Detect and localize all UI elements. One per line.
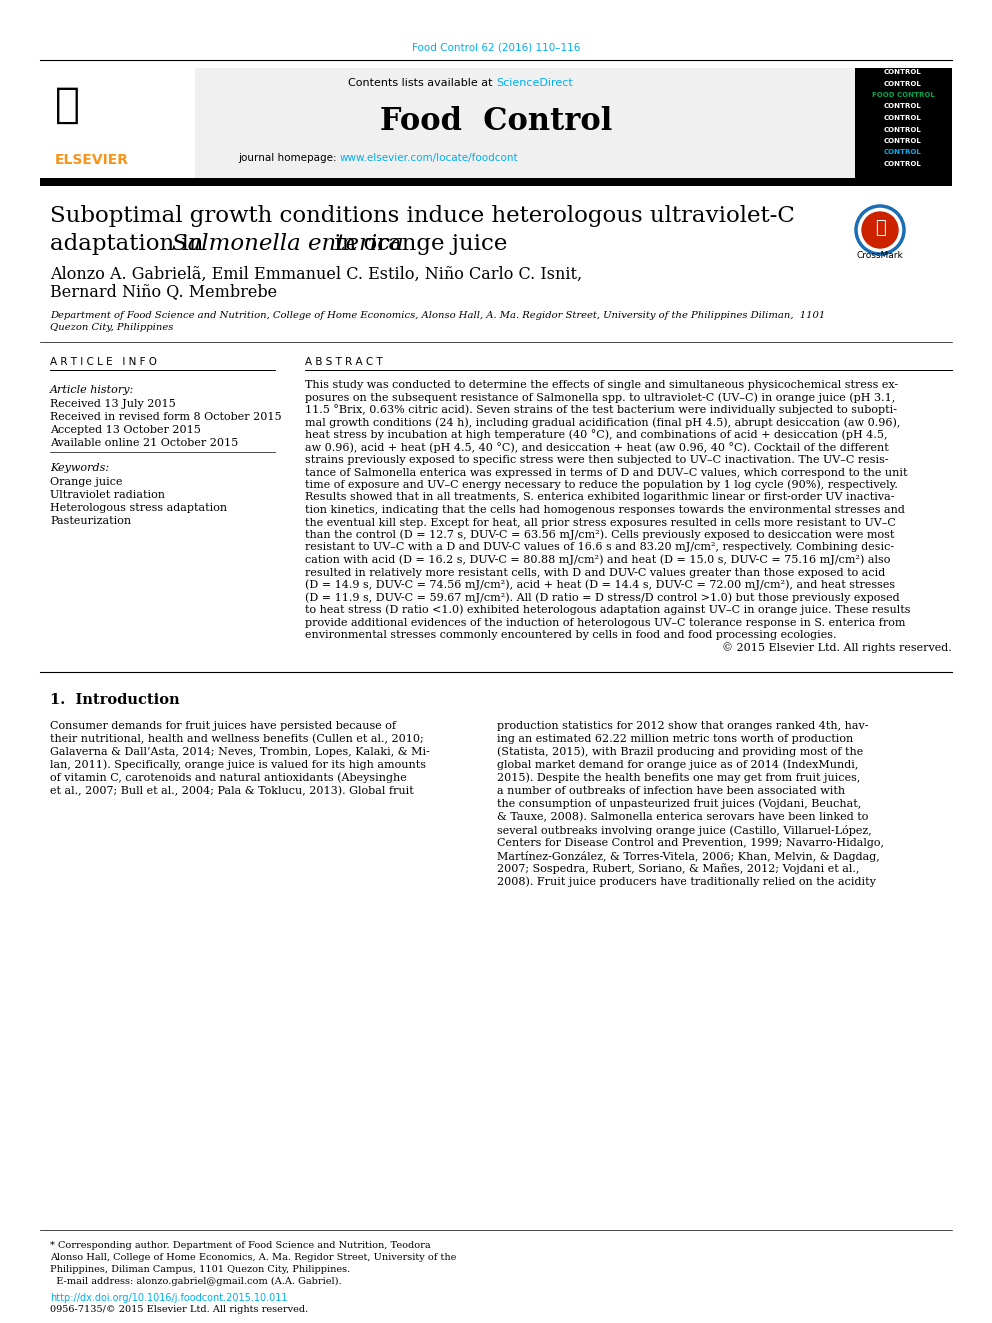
Text: 0956-7135/© 2015 Elsevier Ltd. All rights reserved.: 0956-7135/© 2015 Elsevier Ltd. All right… — [50, 1306, 309, 1315]
Text: provide additional evidences of the induction of heterologous UV–C tolerance res: provide additional evidences of the indu… — [305, 618, 906, 627]
Text: resulted in relatively more resistant cells, with D and DUV-C values greater tha: resulted in relatively more resistant ce… — [305, 568, 885, 578]
Text: Alonzo A. Gabrielã, Emil Emmanuel C. Estilo, Niño Carlo C. Isnit,: Alonzo A. Gabrielã, Emil Emmanuel C. Est… — [50, 266, 582, 283]
Text: Department of Food Science and Nutrition, College of Home Economics, Alonso Hall: Department of Food Science and Nutrition… — [50, 311, 825, 320]
Text: Galaverna & Dall’Asta, 2014; Neves, Trombin, Lopes, Kalaki, & Mi-: Galaverna & Dall’Asta, 2014; Neves, Trom… — [50, 747, 430, 757]
Text: environmental stresses commonly encountered by cells in food and food processing: environmental stresses commonly encounte… — [305, 630, 836, 640]
Text: http://dx.doi.org/10.1016/j.foodcont.2015.10.011: http://dx.doi.org/10.1016/j.foodcont.201… — [50, 1293, 288, 1303]
Text: Accepted 13 October 2015: Accepted 13 October 2015 — [50, 425, 200, 435]
Text: in orange juice: in orange juice — [327, 233, 507, 255]
Text: ✓: ✓ — [875, 220, 886, 237]
Text: Heterologous stress adaptation: Heterologous stress adaptation — [50, 503, 227, 513]
Text: * Corresponding author. Department of Food Science and Nutrition, Teodora: * Corresponding author. Department of Fo… — [50, 1241, 431, 1249]
Text: FOOD CONTROL: FOOD CONTROL — [872, 93, 934, 98]
Text: Pasteurization: Pasteurization — [50, 516, 131, 527]
Text: time of exposure and UV–C energy necessary to reduce the population by 1 log cyc: time of exposure and UV–C energy necessa… — [305, 480, 898, 491]
Text: © 2015 Elsevier Ltd. All rights reserved.: © 2015 Elsevier Ltd. All rights reserved… — [722, 642, 952, 652]
Text: adaptation in: adaptation in — [50, 233, 210, 255]
Text: journal homepage:: journal homepage: — [238, 153, 340, 163]
Text: tion kinetics, indicating that the cells had homogenous responses towards the en: tion kinetics, indicating that the cells… — [305, 505, 905, 515]
Text: resistant to UV–C with a D and DUV-C values of 16.6 s and 83.20 mJ/cm², respecti: resistant to UV–C with a D and DUV-C val… — [305, 542, 894, 553]
Text: Keywords:: Keywords: — [50, 463, 109, 474]
Text: the eventual kill step. Except for heat, all prior stress exposures resulted in : the eventual kill step. Except for heat,… — [305, 517, 896, 528]
Circle shape — [862, 212, 898, 247]
Text: Ultraviolet radiation: Ultraviolet radiation — [50, 490, 165, 500]
Text: Results showed that in all treatments, S. enterica exhibited logarithmic linear : Results showed that in all treatments, S… — [305, 492, 895, 503]
Text: (D = 11.9 s, DUV-C = 59.67 mJ/cm²). All (D ratio = D stress/D control >1.0) but : (D = 11.9 s, DUV-C = 59.67 mJ/cm²). All … — [305, 593, 900, 603]
Text: ScienceDirect: ScienceDirect — [496, 78, 572, 89]
Text: mal growth conditions (24 h), including gradual acidification (final pH 4.5), ab: mal growth conditions (24 h), including … — [305, 417, 901, 427]
Text: This study was conducted to determine the effects of single and simultaneous phy: This study was conducted to determine th… — [305, 380, 898, 390]
Text: the consumption of unpasteurized fruit juices (Vojdani, Beuchat,: the consumption of unpasteurized fruit j… — [497, 799, 861, 810]
Text: Contents lists available at: Contents lists available at — [348, 78, 496, 89]
Text: ELSEVIER: ELSEVIER — [55, 153, 129, 167]
FancyBboxPatch shape — [855, 67, 952, 179]
Text: tance of Salmonella enterica was expressed in terms of D and DUV–C values, which: tance of Salmonella enterica was express… — [305, 467, 908, 478]
Text: & Tauxe, 2008). Salmonella enterica serovars have been linked to: & Tauxe, 2008). Salmonella enterica sero… — [497, 812, 868, 822]
Text: (Statista, 2015), with Brazil producing and providing most of the: (Statista, 2015), with Brazil producing … — [497, 746, 863, 757]
Text: Received in revised form 8 October 2015: Received in revised form 8 October 2015 — [50, 411, 282, 422]
Text: Suboptimal growth conditions induce heterologous ultraviolet-C: Suboptimal growth conditions induce hete… — [50, 205, 795, 228]
Text: Salmonella enterica: Salmonella enterica — [172, 233, 404, 255]
Text: www.elsevier.com/locate/foodcont: www.elsevier.com/locate/foodcont — [340, 153, 519, 163]
Text: E-mail address: alonzo.gabriel@gmail.com (A.A. Gabriel).: E-mail address: alonzo.gabriel@gmail.com… — [50, 1277, 341, 1286]
Text: A R T I C L E   I N F O: A R T I C L E I N F O — [50, 357, 157, 366]
Text: Received 13 July 2015: Received 13 July 2015 — [50, 400, 176, 409]
Text: production statistics for 2012 show that oranges ranked 4th, hav-: production statistics for 2012 show that… — [497, 721, 869, 732]
Text: to heat stress (D ratio <1.0) exhibited heterologous adaptation against UV–C in : to heat stress (D ratio <1.0) exhibited … — [305, 605, 911, 615]
Text: CONTROL: CONTROL — [884, 69, 922, 75]
Text: Philippines, Diliman Campus, 1101 Quezon City, Philippines.: Philippines, Diliman Campus, 1101 Quezon… — [50, 1265, 350, 1274]
Text: ing an estimated 62.22 million metric tons worth of production: ing an estimated 62.22 million metric to… — [497, 734, 853, 744]
Text: global market demand for orange juice as of 2014 (IndexMundi,: global market demand for orange juice as… — [497, 759, 858, 770]
Text: Bernard Niño Q. Membrebe: Bernard Niño Q. Membrebe — [50, 283, 277, 300]
Text: CONTROL: CONTROL — [884, 115, 922, 120]
Text: A B S T R A C T: A B S T R A C T — [305, 357, 383, 366]
Text: CONTROL: CONTROL — [884, 127, 922, 132]
Text: CONTROL: CONTROL — [884, 81, 922, 86]
Text: 11.5 °Brix, 0.63% citric acid). Seven strains of the test bacterium were individ: 11.5 °Brix, 0.63% citric acid). Seven st… — [305, 405, 897, 415]
Text: CONTROL: CONTROL — [884, 161, 922, 167]
Text: CONTROL: CONTROL — [884, 149, 922, 156]
Text: lan, 2011). Specifically, orange juice is valued for its high amounts: lan, 2011). Specifically, orange juice i… — [50, 759, 426, 770]
Text: than the control (D = 12.7 s, DUV-C = 63.56 mJ/cm²). Cells previously exposed to: than the control (D = 12.7 s, DUV-C = 63… — [305, 529, 895, 540]
Text: 2015). Despite the health benefits one may get from fruit juices,: 2015). Despite the health benefits one m… — [497, 773, 860, 783]
Text: Food Control 62 (2016) 110–116: Food Control 62 (2016) 110–116 — [412, 44, 580, 53]
Text: Quezon City, Philippines: Quezon City, Philippines — [50, 324, 174, 332]
Text: CrossMark: CrossMark — [857, 251, 904, 261]
Text: Food  Control: Food Control — [380, 106, 612, 138]
Text: strains previously exposed to specific stress were then subjected to UV–C inacti: strains previously exposed to specific s… — [305, 455, 889, 464]
Text: (D = 14.9 s, DUV-C = 74.56 mJ/cm²), acid + heat (D = 14.4 s, DUV-C = 72.00 mJ/cm: (D = 14.9 s, DUV-C = 74.56 mJ/cm²), acid… — [305, 579, 895, 590]
Text: Centers for Disease Control and Prevention, 1999; Navarro-Hidalgo,: Centers for Disease Control and Preventi… — [497, 837, 884, 848]
Text: CONTROL: CONTROL — [884, 103, 922, 110]
Text: 2007; Sospedra, Rubert, Soriano, & Mañes, 2012; Vojdani et al.,: 2007; Sospedra, Rubert, Soriano, & Mañes… — [497, 864, 859, 875]
Text: cation with acid (D = 16.2 s, DUV-C = 80.88 mJ/cm²) and heat (D = 15.0 s, DUV-C : cation with acid (D = 16.2 s, DUV-C = 80… — [305, 554, 891, 565]
Text: aw 0.96), acid + heat (pH 4.5, 40 °C), and desiccation + heat (aw 0.96, 40 °C). : aw 0.96), acid + heat (pH 4.5, 40 °C), a… — [305, 442, 889, 452]
Text: of vitamin C, carotenoids and natural antioxidants (Abeysinghe: of vitamin C, carotenoids and natural an… — [50, 773, 407, 783]
FancyBboxPatch shape — [195, 67, 855, 179]
FancyBboxPatch shape — [40, 67, 195, 179]
Bar — [40, 179, 952, 187]
Text: posures on the subsequent resistance of Salmonella spp. to ultraviolet-C (UV–C) : posures on the subsequent resistance of … — [305, 392, 895, 402]
Text: 1.  Introduction: 1. Introduction — [50, 693, 180, 706]
Text: Orange juice: Orange juice — [50, 478, 122, 487]
Text: Available online 21 October 2015: Available online 21 October 2015 — [50, 438, 238, 448]
Text: 🌳: 🌳 — [55, 83, 80, 126]
Text: Alonso Hall, College of Home Economics, A. Ma. Regidor Street, University of the: Alonso Hall, College of Home Economics, … — [50, 1253, 456, 1262]
Text: a number of outbreaks of infection have been associated with: a number of outbreaks of infection have … — [497, 786, 845, 796]
Text: et al., 2007; Bull et al., 2004; Pala & Toklucu, 2013). Global fruit: et al., 2007; Bull et al., 2004; Pala & … — [50, 786, 414, 796]
Text: several outbreaks involving orange juice (Castillo, Villaruel-López,: several outbreaks involving orange juice… — [497, 824, 872, 836]
Text: 2008). Fruit juice producers have traditionally relied on the acidity: 2008). Fruit juice producers have tradit… — [497, 877, 876, 888]
Text: Consumer demands for fruit juices have persisted because of: Consumer demands for fruit juices have p… — [50, 721, 396, 732]
Text: CONTROL: CONTROL — [884, 138, 922, 144]
Text: Article history:: Article history: — [50, 385, 134, 396]
Text: Martínez-González, & Torres-Vitela, 2006; Khan, Melvin, & Dagdag,: Martínez-González, & Torres-Vitela, 2006… — [497, 851, 880, 861]
Text: heat stress by incubation at high temperature (40 °C), and combinations of acid : heat stress by incubation at high temper… — [305, 430, 888, 441]
Text: their nutritional, health and wellness benefits (Cullen et al., 2010;: their nutritional, health and wellness b… — [50, 734, 424, 744]
